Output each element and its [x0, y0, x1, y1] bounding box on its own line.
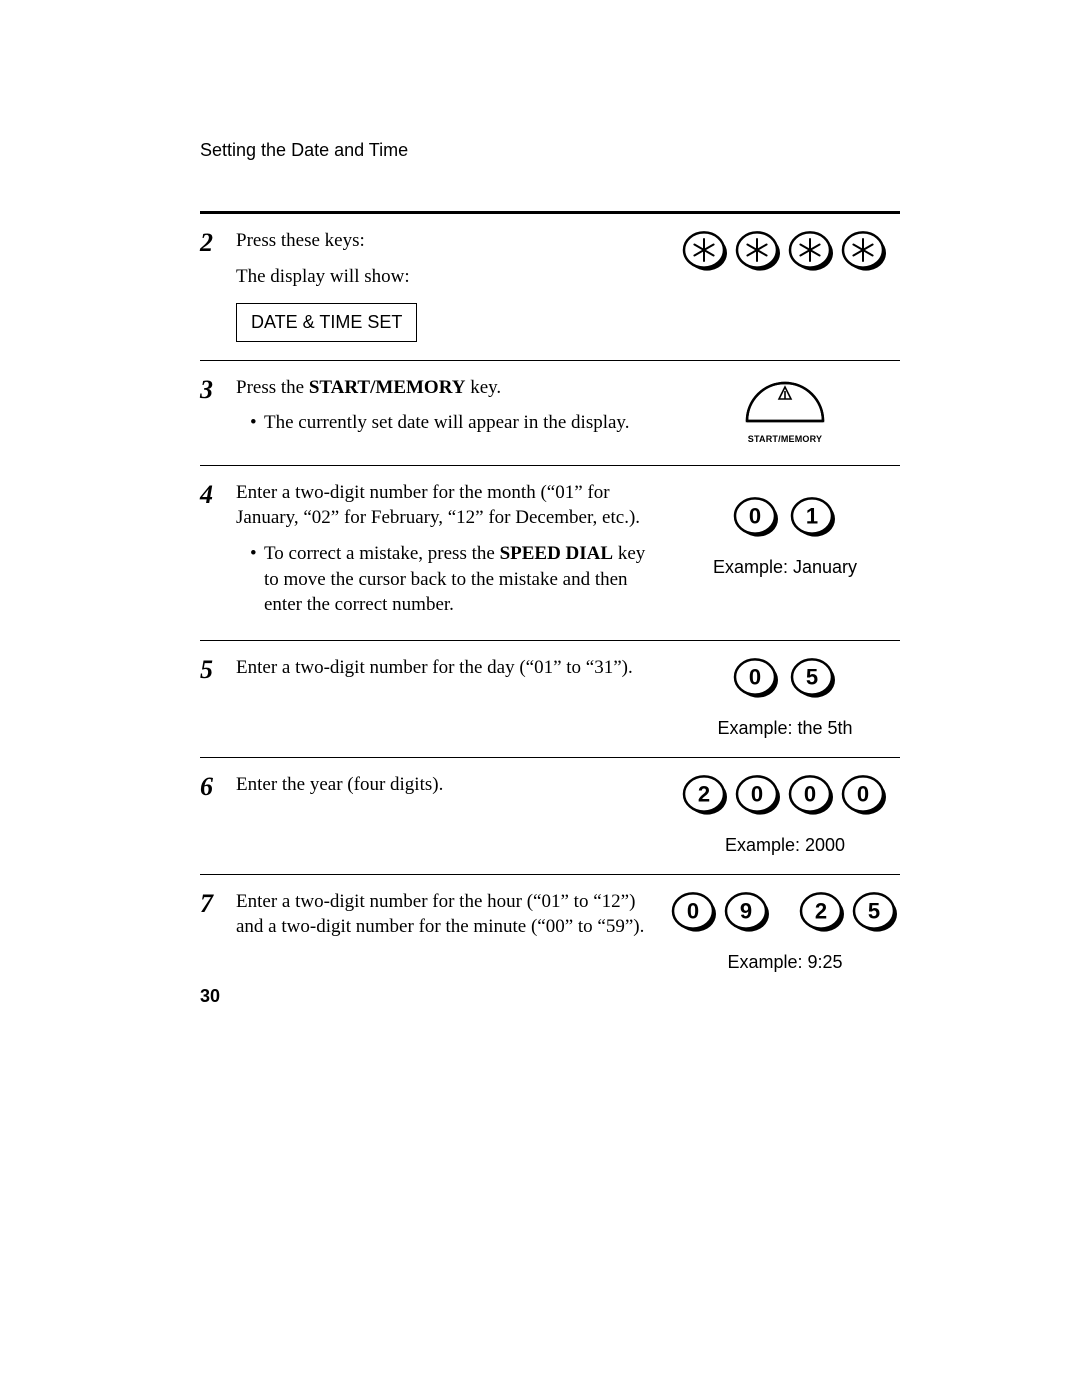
- step-number: 3: [200, 375, 236, 403]
- digit-key-row: 01: [670, 494, 900, 541]
- svg-text:5: 5: [868, 898, 880, 923]
- svg-text:9: 9: [740, 898, 752, 923]
- bullet-item: To correct a mistake, press the SPEED DI…: [250, 541, 652, 618]
- star-key-icon: [735, 228, 782, 275]
- digit-key-icon: 0: [735, 772, 782, 819]
- step-graphic: 05 Example: the 5th: [670, 655, 900, 739]
- star-key-icon: [682, 228, 729, 275]
- example-label: Example: 9:25: [670, 952, 900, 973]
- star-key-row: [670, 228, 900, 275]
- example-label: Example: the 5th: [670, 718, 900, 739]
- step-text: Press the START/MEMORY key.: [236, 375, 652, 401]
- step-2: 2 Press these keys: The display will sho…: [200, 214, 900, 360]
- svg-text:2: 2: [698, 781, 710, 806]
- text-bold: START/MEMORY: [309, 377, 466, 398]
- svg-text:0: 0: [749, 503, 761, 528]
- step-graphic: 01 Example: January: [670, 480, 900, 578]
- svg-text:0: 0: [751, 781, 763, 806]
- svg-text:1: 1: [806, 503, 818, 528]
- step-text: Enter a two-digit number for the hour (“…: [236, 889, 652, 940]
- step-text: Press these keys:: [236, 228, 652, 254]
- svg-text:0: 0: [749, 664, 761, 689]
- step-graphic: 2000 Example: 2000: [670, 772, 900, 856]
- step-graphic: [670, 228, 900, 275]
- bullet-item: The currently set date will appear in th…: [250, 410, 652, 436]
- digit-key-row: 05: [670, 655, 900, 702]
- text-part: To correct a mistake, press the: [264, 543, 500, 564]
- digit-key-icon: 5: [790, 655, 837, 702]
- digit-key-icon: 0: [733, 655, 780, 702]
- digit-key-icon: 9: [724, 889, 771, 936]
- digit-key-icon: 0: [733, 494, 780, 541]
- step-number: 7: [200, 889, 236, 917]
- step-7: 7 Enter a two-digit number for the hour …: [200, 875, 900, 991]
- digit-key-row: 2000: [670, 772, 900, 819]
- step-text: The display will show:: [236, 264, 652, 290]
- svg-text:0: 0: [804, 781, 816, 806]
- step-number: 4: [200, 480, 236, 508]
- digit-key-icon: 0: [788, 772, 835, 819]
- star-key-icon: [841, 228, 888, 275]
- step-text: Enter a two-digit number for the day (“0…: [236, 655, 652, 681]
- page-number: 30: [200, 986, 220, 1007]
- text-part: key.: [465, 377, 501, 398]
- text-part: Press the: [236, 377, 309, 398]
- step-body: Enter the year (four digits).: [236, 772, 670, 808]
- step-4: 4 Enter a two-digit number for the month…: [200, 466, 900, 640]
- step-number: 6: [200, 772, 236, 800]
- svg-text:0: 0: [857, 781, 869, 806]
- digit-key-icon: 2: [799, 889, 846, 936]
- step-number: 5: [200, 655, 236, 683]
- digit-key-icon: 0: [671, 889, 718, 936]
- digit-key-icon: 0: [841, 772, 888, 819]
- digit-key-row: 0 9 2 5: [670, 889, 900, 936]
- step-number: 2: [200, 228, 236, 256]
- svg-text:5: 5: [806, 664, 818, 689]
- step-body: Press these keys: The display will show:…: [236, 228, 670, 342]
- lcd-display: DATE & TIME SET: [236, 303, 417, 341]
- step-body: Enter a two-digit number for the hour (“…: [236, 889, 670, 950]
- running-head: Setting the Date and Time: [200, 140, 900, 161]
- step-text: Enter a two-digit number for the month (…: [236, 480, 652, 531]
- start-memory-icon: [740, 381, 830, 427]
- digit-key-icon: 1: [790, 494, 837, 541]
- star-key-icon: [788, 228, 835, 275]
- text-bold: SPEED DIAL: [500, 543, 614, 564]
- step-graphic: 0 9 2 5 Example: 9:25: [670, 889, 900, 973]
- digit-key-icon: 5: [852, 889, 899, 936]
- step-text: Enter the year (four digits).: [236, 772, 652, 798]
- svg-text:0: 0: [687, 898, 699, 923]
- step-5: 5 Enter a two-digit number for the day (…: [200, 641, 900, 757]
- step-body: Enter a two-digit number for the day (“0…: [236, 655, 670, 691]
- step-body: Press the START/MEMORY key. The currentl…: [236, 375, 670, 440]
- example-label: Example: 2000: [670, 835, 900, 856]
- step-body: Enter a two-digit number for the month (…: [236, 480, 670, 622]
- svg-text:2: 2: [815, 898, 827, 923]
- key-group-gap: [777, 889, 793, 936]
- start-memory-key: START/MEMORY: [740, 381, 830, 444]
- example-label: Example: January: [670, 557, 900, 578]
- digit-key-icon: 2: [682, 772, 729, 819]
- step-graphic: START/MEMORY: [670, 375, 900, 447]
- step-6: 6 Enter the year (four digits). 2000 Exa…: [200, 758, 900, 874]
- start-memory-label: START/MEMORY: [740, 434, 830, 444]
- step-3: 3 Press the START/MEMORY key. The curren…: [200, 361, 900, 465]
- manual-page: Setting the Date and Time 2 Press these …: [0, 0, 1080, 1397]
